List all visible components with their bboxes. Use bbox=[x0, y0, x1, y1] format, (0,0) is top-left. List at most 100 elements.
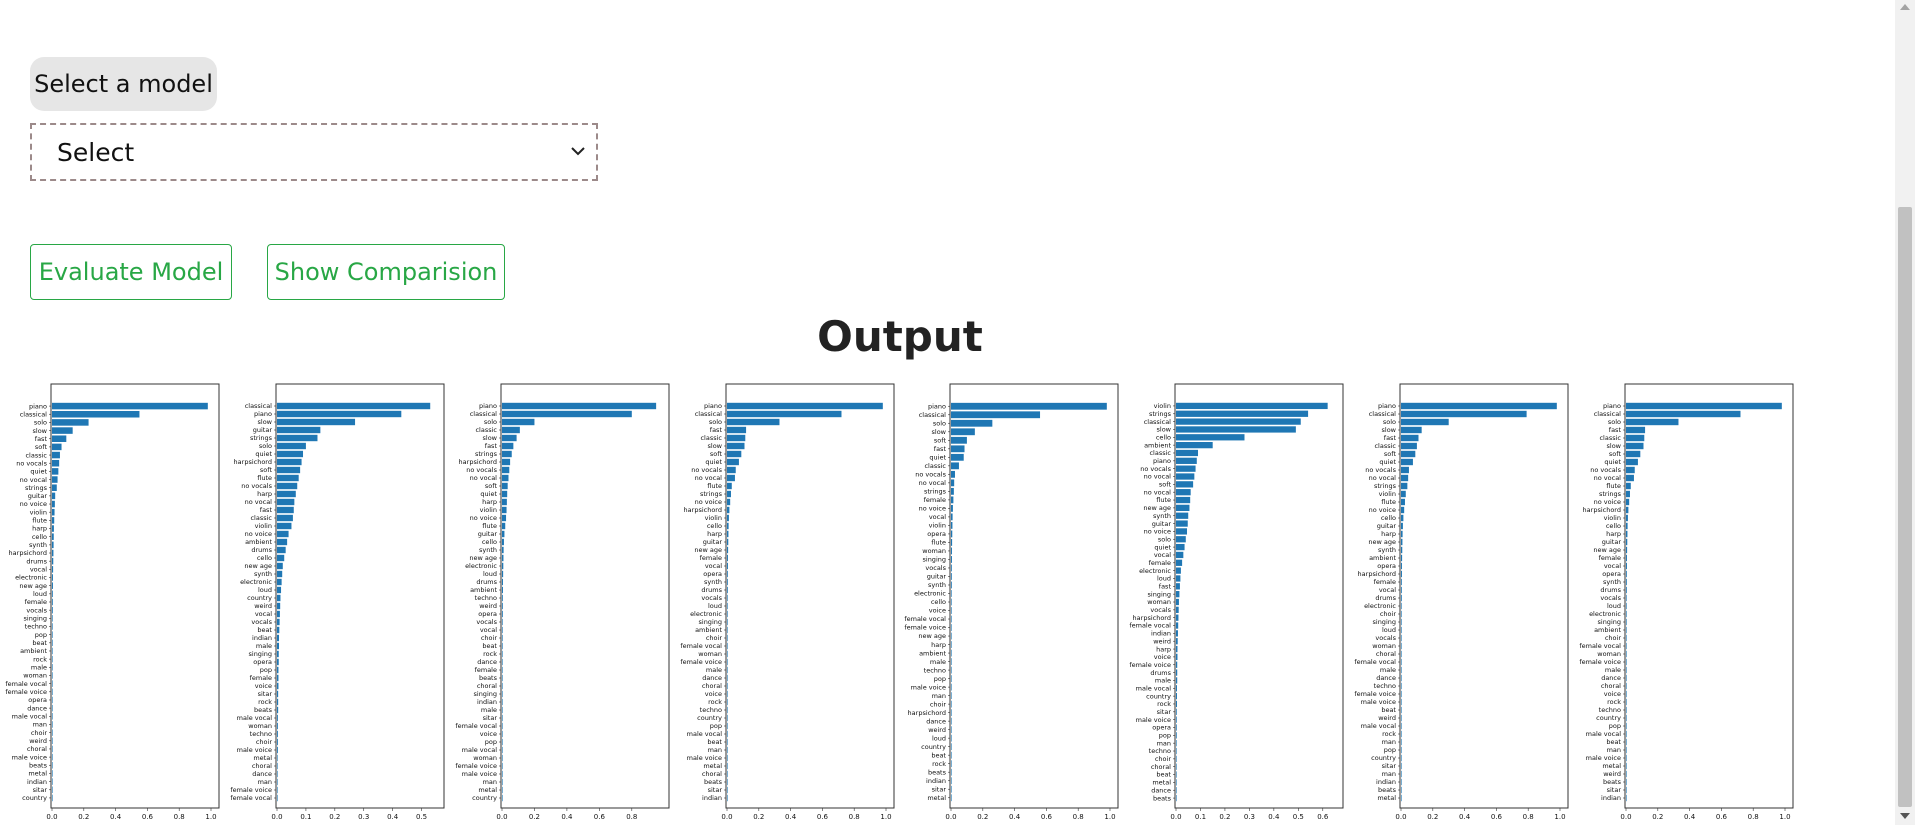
bar bbox=[727, 602, 728, 610]
y-tick-label: electronic bbox=[15, 574, 47, 582]
y-tick-label: country bbox=[247, 594, 272, 602]
bar bbox=[52, 639, 53, 647]
bar bbox=[1401, 586, 1402, 594]
y-tick-label: female voice bbox=[230, 786, 272, 794]
bar bbox=[1401, 738, 1402, 746]
y-tick-label: electronic bbox=[690, 610, 722, 618]
bar bbox=[1626, 682, 1627, 690]
bar bbox=[502, 658, 503, 666]
y-tick-label: loud bbox=[932, 734, 946, 742]
chart-frame bbox=[1399, 383, 1569, 809]
y-tick-label: singing bbox=[24, 615, 48, 623]
bar bbox=[52, 729, 53, 736]
bar bbox=[951, 522, 953, 529]
bar bbox=[1401, 658, 1402, 666]
y-tick-label: no vocal bbox=[20, 476, 48, 484]
y-tick-label: no voice bbox=[919, 505, 946, 513]
bar bbox=[727, 786, 728, 794]
y-tick-label: pop bbox=[260, 666, 272, 674]
model-select[interactable]: Select bbox=[30, 123, 598, 181]
bar bbox=[502, 666, 503, 674]
bar bbox=[277, 458, 302, 466]
bar bbox=[277, 434, 318, 442]
bar bbox=[1401, 530, 1403, 538]
bar bbox=[951, 487, 954, 495]
y-tick-label: vocals bbox=[1600, 594, 1621, 602]
y-tick-label: drums bbox=[26, 557, 47, 565]
bar bbox=[277, 618, 280, 626]
bar bbox=[1176, 434, 1245, 441]
bar bbox=[1401, 650, 1402, 658]
bar bbox=[502, 490, 508, 498]
bar bbox=[502, 698, 503, 706]
bar bbox=[502, 594, 503, 602]
bar bbox=[1176, 763, 1177, 770]
y-tick-label: guitar bbox=[28, 492, 48, 500]
y-tick-label: beat bbox=[32, 639, 47, 647]
scrollbar-thumb[interactable] bbox=[1898, 207, 1912, 807]
y-tick-label: techno bbox=[475, 594, 497, 602]
y-tick-label: male voice bbox=[1361, 698, 1396, 706]
y-tick-label: choir bbox=[1155, 755, 1171, 763]
y-tick-label: choir bbox=[31, 729, 47, 737]
y-tick-label: harp bbox=[1606, 530, 1621, 538]
y-tick-label: male voice bbox=[1136, 716, 1171, 724]
y-tick-label: loud bbox=[483, 570, 497, 578]
scroll-up-icon[interactable] bbox=[1900, 4, 1910, 10]
bar bbox=[502, 434, 517, 442]
y-tick-label: new age bbox=[19, 582, 47, 590]
y-tick-label: man bbox=[708, 746, 722, 754]
bar bbox=[951, 777, 952, 785]
x-tick-label: 0.4 bbox=[1009, 813, 1021, 821]
y-tick-label: female vocal bbox=[1579, 642, 1621, 650]
bar bbox=[502, 402, 657, 410]
y-tick-label: dance bbox=[1601, 674, 1621, 682]
y-tick-label: country bbox=[22, 794, 47, 802]
y-tick-label: no vocal bbox=[1144, 488, 1172, 496]
bar bbox=[1626, 498, 1630, 506]
bar bbox=[1401, 746, 1402, 754]
y-tick-label: dance bbox=[926, 717, 946, 725]
bar bbox=[52, 753, 53, 761]
bar bbox=[1401, 594, 1402, 602]
bar bbox=[951, 479, 955, 487]
bar-chart-1: pianoclassicalsoloslowfastsoftclassicno … bbox=[5, 383, 220, 821]
x-tick-label: 0.6 bbox=[1317, 813, 1329, 821]
output-title: Output bbox=[817, 312, 983, 361]
y-tick-label: beat bbox=[931, 751, 946, 759]
show-comparison-button[interactable]: Show Comparision bbox=[267, 244, 505, 300]
bar-chart-2: classicalpianoslowguitarstringssoloquiet… bbox=[230, 383, 445, 821]
y-tick-label: indian bbox=[1601, 794, 1621, 802]
bar bbox=[1626, 402, 1782, 410]
y-tick-label: soft bbox=[1159, 481, 1172, 489]
bar bbox=[1176, 669, 1178, 676]
y-tick-label: pop bbox=[934, 675, 946, 683]
bar bbox=[52, 476, 58, 483]
bar bbox=[1626, 482, 1631, 490]
bar bbox=[277, 738, 278, 746]
page-scrollbar[interactable] bbox=[1895, 0, 1915, 825]
bar bbox=[1626, 650, 1627, 658]
scroll-down-icon[interactable] bbox=[1900, 813, 1910, 819]
y-tick-label: metal bbox=[28, 770, 47, 778]
evaluate-model-button[interactable]: Evaluate Model bbox=[30, 244, 232, 300]
y-tick-label: electronic bbox=[1364, 602, 1396, 610]
bar bbox=[277, 770, 278, 778]
y-tick-label: choral bbox=[252, 762, 272, 770]
y-tick-label: no voice bbox=[20, 500, 47, 508]
y-tick-label: no voice bbox=[470, 514, 497, 522]
bar bbox=[1401, 754, 1402, 762]
y-tick-label: pop bbox=[1159, 732, 1171, 740]
y-tick-label: no vocals bbox=[691, 466, 722, 474]
y-tick-label: quiet bbox=[1154, 543, 1171, 551]
y-tick-label: beats bbox=[1603, 778, 1622, 786]
bar bbox=[52, 590, 53, 598]
bar bbox=[727, 578, 728, 586]
y-tick-label: no voice bbox=[245, 530, 272, 538]
y-tick-label: solo bbox=[1383, 418, 1396, 426]
y-tick-label: flute bbox=[707, 482, 722, 490]
y-tick-label: dance bbox=[1151, 786, 1171, 794]
y-tick-label: ambient bbox=[695, 626, 722, 634]
bar bbox=[951, 530, 953, 538]
bar bbox=[502, 562, 504, 570]
